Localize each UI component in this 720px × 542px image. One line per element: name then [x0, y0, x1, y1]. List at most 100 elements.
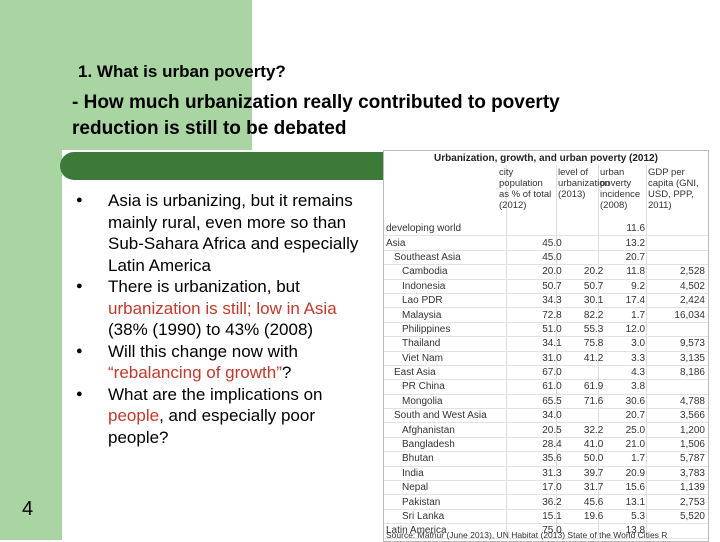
row-label: Thailand: [384, 336, 523, 352]
cell-value: 45.0: [523, 250, 565, 266]
cell-value: [648, 235, 708, 251]
cell-value: 1,139: [648, 480, 708, 496]
table-row: Southeast Asia 45.0 20.7: [384, 250, 708, 266]
cell-value: 1.7: [606, 307, 649, 323]
row-label: PR China: [384, 379, 523, 395]
cell-value: 4,502: [648, 279, 708, 294]
cell-value: 1.7: [606, 451, 649, 467]
cell-value: 45.6: [564, 494, 607, 510]
cell-value: 20.7: [606, 250, 649, 266]
cell-value: 3.3: [606, 351, 649, 366]
cell-value: 61.0: [523, 379, 565, 395]
cell-value: 9,573: [648, 336, 708, 352]
cell-value: [564, 222, 607, 237]
cell-value: 31.3: [523, 466, 565, 482]
row-label: Asia: [384, 235, 523, 251]
row-label: Latin America: [384, 523, 523, 539]
cell-value: [564, 250, 607, 266]
bullet-highlight: urbanization is still; low in Asia: [108, 298, 337, 318]
bullet-text: What are the implications on: [108, 384, 323, 404]
cell-value: 36.2: [523, 494, 565, 510]
row-label: Bhutan: [384, 451, 523, 467]
cell-value: 5,520: [648, 509, 708, 525]
table-row: PR China 61.0 61.9 3.8: [384, 379, 708, 395]
table-row: Viet Nam 31.0 41.2 3.3 3,135: [384, 351, 708, 366]
cell-value: 34.1: [523, 336, 565, 352]
cell-value: 2,753: [648, 494, 708, 510]
cell-value: [564, 235, 607, 251]
bullet-item: Will this change now with “rebalancing o…: [76, 341, 374, 384]
cell-value: 30.1: [564, 293, 607, 309]
cell-value: 75.0: [523, 523, 565, 539]
cell-value: 3.8: [606, 379, 649, 395]
cell-value: 3.0: [606, 336, 649, 352]
cell-value: [648, 322, 708, 338]
cell-value: 30.6: [606, 394, 649, 410]
bullet-text: Asia is urbanizing, but it remains mainl…: [108, 191, 359, 275]
cell-value: 20.2: [564, 264, 607, 280]
cell-value: 71.6: [564, 394, 607, 410]
table-row: Nepal 17.0 31.7 15.6 1,139: [384, 480, 708, 496]
table-row: Pakistan 36.2 45.6 13.1 2,753: [384, 494, 708, 510]
table-row: Mongolia 65.5 71.6 30.6 4,788: [384, 394, 708, 410]
cell-value: [648, 523, 708, 539]
cell-value: 20.5: [523, 422, 565, 438]
cell-value: 9.2: [606, 279, 649, 294]
row-label: Philippines: [384, 322, 523, 338]
slide-title: 1. What is urban poverty?: [78, 62, 286, 81]
row-label: Pakistan: [384, 494, 523, 510]
table-row: developing world 11.6: [384, 222, 708, 237]
column-header: city population as % of total (2012): [499, 167, 552, 211]
cell-value: 1,506: [648, 437, 708, 453]
cell-value: 3,135: [648, 351, 708, 366]
cell-value: 50.7: [564, 279, 607, 294]
page-number: 4: [22, 498, 34, 520]
row-label: South and West Asia: [384, 408, 523, 424]
cell-value: 31.0: [523, 351, 565, 366]
table-row: South and West Asia 34.0 20.7 3,566: [384, 408, 708, 424]
cell-value: 32.2: [564, 422, 607, 438]
cell-value: 21.0: [606, 437, 649, 453]
cell-value: [648, 222, 708, 237]
row-label: Lao PDR: [384, 293, 523, 309]
table-row: East Asia 67.0 4.3 8,186: [384, 365, 708, 381]
cell-value: 13.8: [606, 523, 649, 539]
cell-value: 15.1: [523, 509, 565, 525]
cell-value: 20.9: [606, 466, 649, 482]
cell-value: 19.6: [564, 509, 607, 525]
row-label: developing world: [384, 222, 523, 237]
cell-value: 2,528: [648, 264, 708, 280]
cell-value: 50.0: [564, 451, 607, 467]
table-row: Lao PDR 34.3 30.1 17.4 2,424: [384, 293, 708, 309]
cell-value: 4,788: [648, 394, 708, 410]
table-row: Asia 45.0 13.2: [384, 235, 708, 251]
cell-value: 17.4: [606, 293, 649, 309]
table-row: Indonesia 50.7 50.7 9.2 4,502: [384, 279, 708, 294]
cell-value: 17.0: [523, 480, 565, 496]
cell-value: [523, 222, 565, 237]
cell-value: 45.0: [523, 235, 565, 251]
cell-value: 20.7: [606, 408, 649, 424]
cell-value: 2,424: [648, 293, 708, 309]
bullet-list: Asia is urbanizing, but it remains mainl…: [76, 190, 374, 448]
cell-value: 65.5: [523, 394, 565, 410]
cell-value: 51.0: [523, 322, 565, 338]
cell-value: 5.3: [606, 509, 649, 525]
row-label: Nepal: [384, 480, 523, 496]
table-row: Bangladesh 28.4 41.0 21.0 1,506: [384, 437, 708, 453]
cell-value: 55.3: [564, 322, 607, 338]
cell-value: 41.0: [564, 437, 607, 453]
cell-value: 82.2: [564, 307, 607, 323]
cell-value: [564, 523, 607, 539]
bullet-text: Will this change now with: [108, 341, 298, 361]
cell-value: 75.8: [564, 336, 607, 352]
bullet-text: There is urbanization, but: [108, 277, 300, 296]
green-background-block: [0, 0, 252, 150]
table-row: Sri Lanka 15.1 19.6 5.3 5,520: [384, 509, 708, 525]
bullet-text: , and especially poor people?: [108, 406, 315, 447]
column-header: level of urbanization (2013): [558, 167, 610, 200]
row-label: Cambodia: [384, 264, 523, 280]
cell-value: 11.8: [606, 264, 649, 280]
cell-value: 1,200: [648, 422, 708, 438]
cell-value: 20.0: [523, 264, 565, 280]
